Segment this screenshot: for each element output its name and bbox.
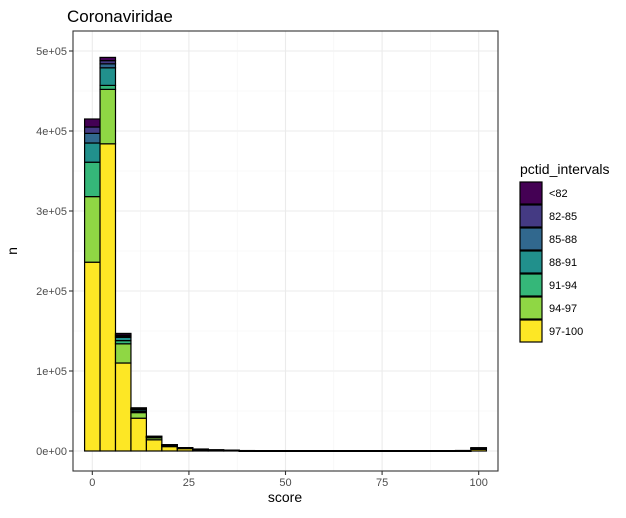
legend-key: [519, 296, 543, 320]
legend-title: pctid_intervals: [520, 161, 610, 177]
y-tick-label: 2e+05: [36, 286, 67, 298]
bar-segment: [454, 449, 472, 452]
bar-segment: [439, 450, 457, 452]
x-axis: 0 25 50 75 100: [89, 471, 488, 489]
legend-label: <82: [549, 188, 568, 200]
bar-segment: [99, 88, 117, 145]
bar-segment: [83, 161, 101, 198]
legend-key: [519, 319, 543, 343]
legend: pctid_intervals <82 82-85 85-88 88-91 91-94 9…: [519, 161, 610, 343]
legend-label: 91-94: [549, 280, 577, 292]
bar-segment: [423, 450, 441, 452]
bar-segment: [83, 261, 101, 452]
y-tick-label: 5e+05: [36, 46, 67, 58]
bar-segment: [300, 450, 318, 452]
bar-segment: [130, 412, 148, 419]
bar-segment: [284, 450, 302, 452]
bars: [83, 56, 488, 452]
bar-segment: [130, 417, 148, 452]
legend-label: 88-91: [549, 257, 577, 269]
legend-key: [519, 250, 543, 274]
bar-segment: [377, 450, 395, 452]
legend-label: 97-100: [549, 326, 583, 338]
bar-segment: [83, 142, 101, 163]
legend-label: 85-88: [549, 234, 577, 246]
y-tick-label: 0e+00: [36, 446, 67, 458]
bar-segment: [362, 450, 379, 452]
legend-label: 94-97: [549, 303, 577, 315]
bar-segment: [161, 446, 178, 452]
chart-title: Coronaviridae: [67, 7, 173, 26]
y-axis-label: n: [4, 247, 20, 255]
x-tick-label: 50: [279, 477, 291, 489]
x-tick-label: 75: [376, 477, 388, 489]
bar-segment: [315, 450, 333, 452]
bar-segment: [130, 407, 148, 410]
legend-key: [519, 227, 543, 251]
y-axis: 0e+00 1e+05 2e+05 3e+05 4e+05 5e+05: [36, 46, 73, 458]
bar-segment: [83, 196, 101, 263]
x-tick-label: 25: [183, 477, 195, 489]
bar-segment: [99, 56, 117, 62]
bar-segment: [99, 67, 117, 87]
x-axis-label: score: [268, 489, 302, 505]
bar-segment: [331, 450, 348, 452]
bar-segment: [83, 118, 101, 128]
bar-segment: [83, 126, 101, 135]
legend-key: [519, 204, 543, 228]
bar-segment: [238, 449, 256, 452]
y-tick-label: 1e+05: [36, 366, 67, 378]
y-tick-label: 4e+05: [36, 126, 67, 138]
y-tick-label: 3e+05: [36, 206, 67, 218]
bar-segment: [99, 143, 117, 452]
legend-label: 82-85: [549, 211, 577, 223]
grid-lines: [73, 31, 498, 471]
bar-segment: [470, 447, 488, 449]
bar-segment: [99, 63, 117, 69]
legend-key: [519, 273, 543, 297]
bar-segment: [346, 450, 364, 452]
bar-segment: [269, 450, 287, 452]
bar-segment: [114, 343, 132, 364]
bar-segment: [253, 450, 271, 452]
bar-segment: [408, 450, 426, 452]
bar-segment: [393, 450, 410, 452]
bar-segment: [114, 362, 132, 452]
bar-segment: [192, 448, 209, 451]
legend-key: [519, 181, 543, 205]
bar-segment: [207, 449, 225, 452]
bar-segment: [145, 435, 163, 438]
bar-segment: [83, 132, 101, 144]
bar-segment: [161, 444, 178, 446]
bar-segment: [145, 439, 163, 452]
bar-segment: [176, 447, 194, 449]
x-tick-label: 100: [470, 477, 488, 489]
bar-segment: [223, 449, 240, 452]
x-tick-label: 0: [89, 477, 95, 489]
bar-segment: [114, 332, 132, 336]
